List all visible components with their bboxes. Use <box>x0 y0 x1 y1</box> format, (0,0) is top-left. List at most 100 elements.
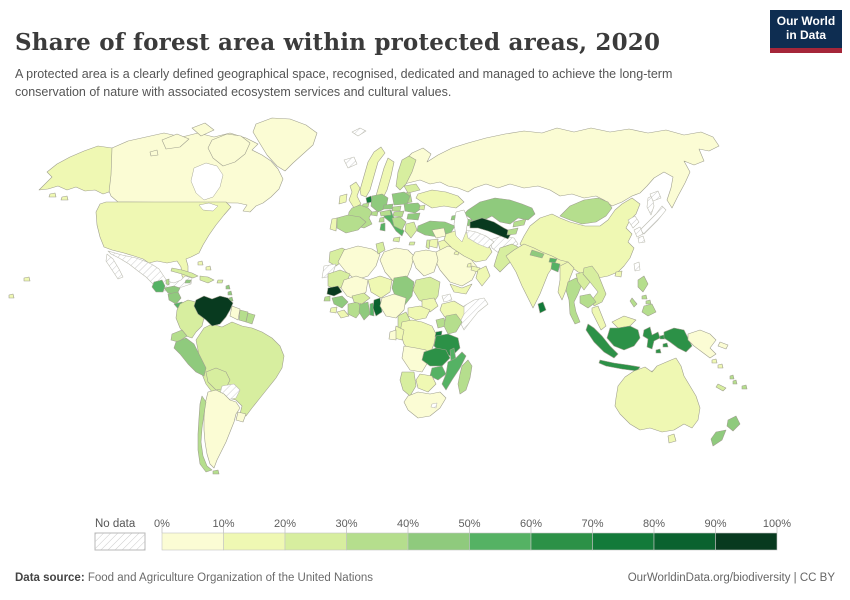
country-cambodia[interactable] <box>579 293 597 309</box>
country-hungary[interactable] <box>392 210 405 218</box>
country-australia[interactable] <box>614 357 701 433</box>
country-mongolia[interactable] <box>559 197 613 225</box>
country-philippines[interactable] <box>629 275 657 317</box>
country-switzerland[interactable] <box>370 210 379 217</box>
country-uruguay[interactable] <box>235 411 247 423</box>
country-arctic-islands[interactable] <box>149 122 251 167</box>
country-solomons[interactable] <box>711 358 724 369</box>
country-honduras[interactable] <box>163 285 181 295</box>
country-slovakia[interactable] <box>391 205 402 212</box>
country-turkmenistan[interactable] <box>465 229 495 249</box>
country-sweden[interactable] <box>375 157 395 201</box>
country-romania[interactable] <box>403 202 423 214</box>
country-frenchguiana[interactable] <box>245 312 256 325</box>
country-southkorea[interactable] <box>633 226 644 238</box>
country-poland[interactable] <box>391 191 411 206</box>
country-cuba[interactable] <box>170 267 199 279</box>
country-norway[interactable] <box>359 146 386 198</box>
country-balkans[interactable] <box>391 216 407 231</box>
country-hawaii[interactable] <box>8 276 31 299</box>
country-hainan[interactable] <box>614 270 623 278</box>
country-namibia[interactable] <box>399 371 417 397</box>
country-ghana[interactable] <box>358 301 371 321</box>
country-corsica[interactable] <box>378 216 385 223</box>
country-srilanka[interactable] <box>537 301 547 314</box>
country-puertorico[interactable] <box>216 279 224 284</box>
country-oman[interactable] <box>475 265 491 287</box>
country-car[interactable] <box>407 305 431 321</box>
legend-bin-9[interactable] <box>715 532 778 551</box>
country-burkinafaso[interactable] <box>351 292 371 305</box>
country-tunisia[interactable] <box>375 241 386 255</box>
country-svalbard[interactable] <box>351 127 367 137</box>
country-lesotho[interactable] <box>430 402 438 409</box>
legend-bin-2[interactable] <box>284 532 347 551</box>
country-peru[interactable] <box>173 337 207 377</box>
country-fiji[interactable] <box>741 384 748 390</box>
country-ukraine[interactable] <box>415 189 465 209</box>
country-guinea[interactable] <box>331 295 349 309</box>
country-greenland[interactable] <box>252 117 318 172</box>
country-israel[interactable] <box>425 239 431 250</box>
country-nepal[interactable] <box>529 249 545 259</box>
country-belize[interactable] <box>165 278 170 286</box>
country-png[interactable] <box>687 329 729 359</box>
country-newcaledonia[interactable] <box>715 383 727 392</box>
country-bolivia[interactable] <box>205 367 231 391</box>
country-vietnam[interactable] <box>582 265 607 307</box>
country-nicaragua[interactable] <box>167 291 182 305</box>
country-vanuatu[interactable] <box>729 374 738 385</box>
country-madagascar[interactable] <box>457 359 473 395</box>
country-japan[interactable] <box>637 190 667 244</box>
country-benin[interactable] <box>372 297 383 317</box>
credit-link[interactable]: OurWorldinData.org/biodiversity | CC BY <box>627 572 835 584</box>
country-zambia[interactable] <box>421 347 451 367</box>
country-eritrea[interactable] <box>441 293 453 303</box>
legend-bin-6[interactable] <box>530 532 593 551</box>
country-belarus[interactable] <box>403 183 421 194</box>
country-guatemala[interactable] <box>151 279 166 293</box>
country-kenya[interactable] <box>443 313 463 335</box>
country-bulgaria[interactable] <box>406 212 421 221</box>
country-spain[interactable] <box>336 214 367 234</box>
country-sicily[interactable] <box>392 236 401 243</box>
country-mozambique[interactable] <box>441 351 467 391</box>
country-chile[interactable] <box>197 395 220 475</box>
country-moldova[interactable] <box>418 204 426 211</box>
country-qatar[interactable] <box>466 262 472 268</box>
country-malaysia[interactable] <box>591 305 637 331</box>
country-tasmania[interactable] <box>667 433 677 444</box>
legend-bin-4[interactable] <box>407 532 470 551</box>
country-mexico[interactable] <box>105 250 193 292</box>
country-yemen[interactable] <box>449 283 473 295</box>
country-botswana[interactable] <box>415 373 437 393</box>
country-uzbekistan[interactable] <box>469 217 513 240</box>
country-netherlands[interactable] <box>365 195 373 204</box>
country-taiwan[interactable] <box>633 261 641 272</box>
country-bangladesh[interactable] <box>550 261 561 273</box>
country-gabon[interactable] <box>388 329 397 341</box>
country-liberia[interactable] <box>336 309 350 319</box>
country-angola[interactable] <box>401 345 429 373</box>
legend-no-data-swatch[interactable] <box>94 532 146 551</box>
country-sardinia[interactable] <box>379 222 386 232</box>
country-portugal[interactable] <box>329 217 338 232</box>
country-argentina[interactable] <box>203 389 241 469</box>
country-austria[interactable] <box>379 209 392 217</box>
country-usa[interactable] <box>95 201 232 284</box>
country-czechia[interactable] <box>382 203 394 210</box>
country-hispaniola[interactable] <box>199 275 215 284</box>
country-senegal[interactable] <box>326 285 343 297</box>
country-bahamas[interactable] <box>197 260 212 271</box>
country-alaska[interactable] <box>38 145 113 201</box>
country-algeria[interactable] <box>337 245 381 281</box>
country-finland[interactable] <box>395 155 417 191</box>
country-newzealand[interactable] <box>710 415 741 447</box>
country-venezuela[interactable] <box>193 295 234 327</box>
country-uk[interactable] <box>348 181 362 209</box>
country-jordan[interactable] <box>428 238 439 249</box>
country-guyana[interactable] <box>229 305 241 321</box>
country-indonesia[interactable] <box>585 323 693 372</box>
country-sierraleone[interactable] <box>329 306 338 314</box>
country-niger[interactable] <box>367 275 393 299</box>
